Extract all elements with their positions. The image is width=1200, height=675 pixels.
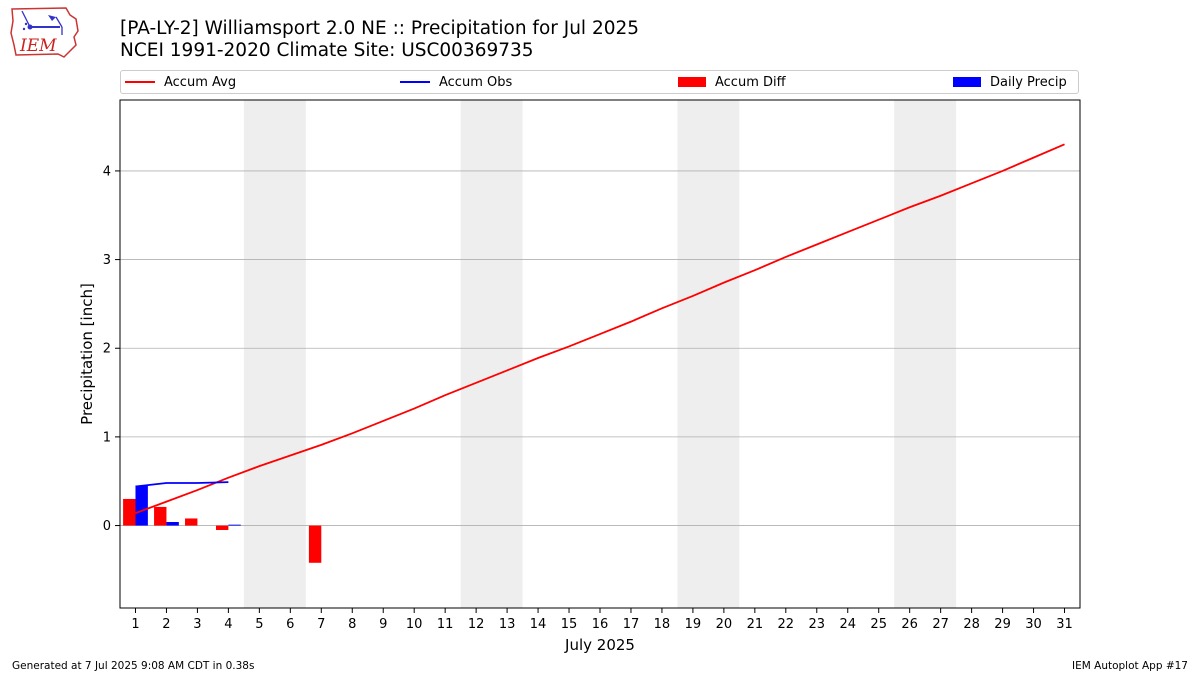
x-axis-label: July 2025 [564, 636, 635, 654]
xtick-label-3: 3 [193, 617, 201, 632]
xtick-label-2: 2 [162, 617, 170, 632]
xtick-label-18: 18 [654, 617, 671, 632]
accum-diff-bar-7 [308, 525, 322, 563]
weekend-span-4 [894, 100, 957, 608]
ytick-label-0: 0 [103, 519, 111, 534]
xtick-label-30: 30 [1025, 617, 1042, 632]
xtick-label-29: 29 [994, 617, 1011, 632]
xtick-label-12: 12 [468, 617, 485, 632]
xtick-label-1: 1 [131, 617, 139, 632]
ytick-label-3: 3 [103, 253, 111, 268]
xtick-label-8: 8 [348, 617, 356, 632]
legend-item-accum-avg: Accum Avg [125, 71, 236, 93]
xtick-label-10: 10 [406, 617, 423, 632]
legend-swatch-accum-avg [125, 81, 155, 83]
legend-label-daily-precip: Daily Precip [990, 74, 1067, 90]
lines [135, 143, 1065, 514]
weekend-span-1 [243, 100, 306, 608]
xtick-label-22: 22 [778, 617, 795, 632]
accum-diff-bar-3 [185, 518, 198, 526]
xtick-label-20: 20 [716, 617, 733, 632]
title-line-1: [PA-LY-2] Williamsport 2.0 NE :: Precipi… [120, 18, 640, 39]
legend-item-daily-precip: Daily Precip [953, 71, 1067, 93]
xtick-label-6: 6 [286, 617, 294, 632]
xtick-label-31: 31 [1056, 617, 1073, 632]
ytick-label-4: 4 [103, 164, 111, 179]
xtick-label-13: 13 [499, 617, 516, 632]
chart-legend: Accum Avg Accum Obs Accum Diff Daily Pre… [120, 70, 1079, 94]
iem-logo: IEM [8, 5, 80, 59]
ytick-label-1: 1 [103, 430, 111, 445]
title-line-2: NCEI 1991-2020 Climate Site: USC00369735 [120, 40, 534, 61]
xtick-label-17: 17 [623, 617, 640, 632]
xtick-label-11: 11 [437, 617, 454, 632]
accum-diff-bar-4 [216, 525, 229, 530]
chart-title: [PA-LY-2] Williamsport 2.0 NE :: Precipi… [120, 18, 639, 62]
x-axis-ticks: 1 2 3 4 5 6 7 8 9 10 11 12 13 14 15 16 17 18 19 20 21 22 23 24 2… [131, 608, 1073, 632]
y-axis-label: Precipitation [inch] [78, 283, 96, 425]
legend-swatch-daily-precip [953, 77, 981, 87]
daily-precip-bar-4 [228, 524, 241, 526]
xtick-label-19: 19 [685, 617, 702, 632]
accum-obs-line [135, 481, 229, 488]
y-axis-ticks: 0 1 2 3 4 [103, 164, 120, 534]
xtick-label-15: 15 [561, 617, 578, 632]
generated-timestamp: Generated at 7 Jul 2025 9:08 AM CDT in 0… [12, 660, 255, 672]
legend-label-accum-obs: Accum Obs [439, 74, 513, 90]
app-credit: IEM Autoplot App #17 [1072, 660, 1188, 672]
xtick-label-4: 4 [224, 617, 232, 632]
legend-label-accum-avg: Accum Avg [164, 74, 237, 90]
ytick-label-2: 2 [103, 342, 111, 357]
xtick-label-21: 21 [747, 617, 764, 632]
xtick-label-26: 26 [901, 617, 918, 632]
xtick-label-24: 24 [839, 617, 856, 632]
xtick-label-14: 14 [530, 617, 547, 632]
weekend-shading [243, 100, 957, 608]
bars [123, 485, 322, 563]
xtick-label-23: 23 [809, 617, 826, 632]
accum-diff-bar-1 [123, 498, 136, 526]
xtick-label-27: 27 [932, 617, 949, 632]
xtick-label-25: 25 [870, 617, 887, 632]
legend-item-accum-diff: Accum Diff [678, 71, 786, 93]
xtick-label-5: 5 [255, 617, 263, 632]
accum-diff-bar-2 [154, 506, 167, 526]
legend-swatch-accum-diff [678, 77, 706, 87]
legend-swatch-accum-obs [400, 81, 430, 83]
daily-precip-bar-2 [166, 522, 179, 526]
xtick-label-7: 7 [317, 617, 325, 632]
gridlines [120, 170, 1080, 526]
weekend-span-3 [677, 100, 740, 608]
daily-precip-bar-1 [135, 485, 148, 526]
xtick-label-28: 28 [963, 617, 980, 632]
legend-label-accum-diff: Accum Diff [715, 74, 786, 90]
weekend-span-2 [460, 100, 523, 608]
xtick-label-9: 9 [379, 617, 387, 632]
xtick-label-16: 16 [592, 617, 609, 632]
logo-text: IEM [19, 36, 57, 56]
legend-item-accum-obs: Accum Obs [400, 71, 512, 93]
accum-avg-line [135, 143, 1065, 514]
